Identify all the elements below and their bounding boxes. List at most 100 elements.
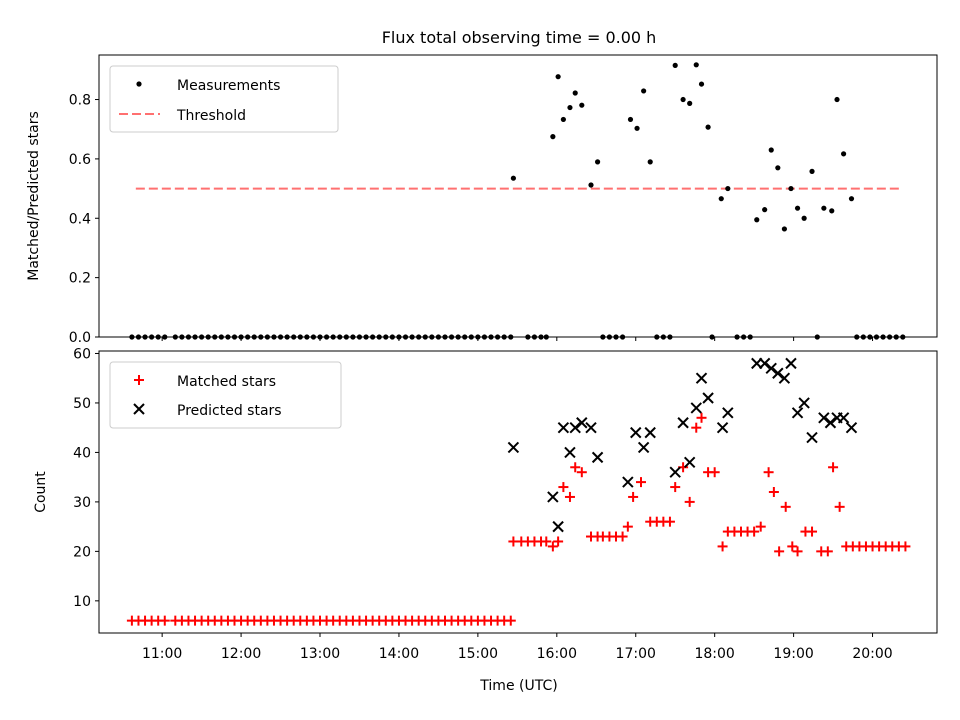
matched-star-point <box>617 531 628 542</box>
measurement-point <box>788 185 794 192</box>
x-axis-label: Time (UTC) <box>479 678 557 694</box>
predicted-star-point <box>837 412 850 424</box>
ratio-legend-box <box>109 65 339 133</box>
legend-matched-marker <box>134 375 144 385</box>
ratio-y-tick-label: 0.2 <box>69 271 91 287</box>
ratio-plot-frame <box>98 54 938 338</box>
ratio-y-tick-label: 0.8 <box>69 93 91 109</box>
measurement-point <box>693 62 699 68</box>
count-y-tick-label: 60 <box>73 346 91 362</box>
predicted-star-point <box>798 397 810 409</box>
measurement-point <box>594 159 601 165</box>
x-tick-label: 19:00 <box>773 646 813 662</box>
legend-predicted-label: Predicted stars <box>177 403 282 419</box>
measurement-point <box>672 62 678 68</box>
x-tick-label: 13:00 <box>300 646 340 662</box>
predicted-star-point <box>818 412 830 424</box>
predicted-star-point <box>702 392 714 404</box>
count-x-ticks: 11:00 12:00 13:00 14:00 15:00 16:00 17:00 18:00… <box>142 633 893 662</box>
legend-plus-glyph <box>134 375 144 385</box>
count-y-axis-label: Count <box>33 471 49 513</box>
measurement-point <box>834 96 840 103</box>
measurement-point <box>821 205 827 211</box>
measurement-point <box>647 159 653 165</box>
measurement-point <box>801 215 807 221</box>
predicted-star-point <box>806 431 818 444</box>
predicted-star-point <box>669 466 681 478</box>
ratio-panel: 0.00.20.40.60.8 Matched/Predicted stars … <box>26 54 938 346</box>
measurement-point <box>781 226 787 232</box>
measurement-point <box>680 96 686 103</box>
matched-star-point <box>768 487 779 497</box>
ratio-x-ticks <box>161 337 874 341</box>
x-tick-label: 15:00 <box>458 646 498 662</box>
matched-star-point <box>636 477 647 488</box>
measurement-point <box>794 205 801 211</box>
chart-title: Flux total observing time = 0.00 h <box>382 28 657 47</box>
matched-star-point <box>696 412 707 423</box>
predicted-star-point <box>644 426 656 439</box>
measurement-point <box>567 104 573 111</box>
matched-star-point <box>558 482 569 493</box>
predicted-star-point <box>791 407 804 419</box>
measurement-point <box>560 116 566 123</box>
x-tick-label: 16:00 <box>537 646 577 662</box>
predicted-star-point <box>758 357 771 370</box>
ratio-y-tick-label: 0.4 <box>69 211 91 227</box>
count-y-tick-label: 40 <box>73 445 91 461</box>
matched-star-point <box>691 422 702 433</box>
measurement-point <box>809 168 815 174</box>
predicted-star-point <box>677 417 689 429</box>
predicted-star-point <box>778 372 791 384</box>
matched-star-point <box>622 521 633 532</box>
legend-threshold-label: Threshold <box>176 108 246 124</box>
count-points <box>126 357 911 626</box>
count-plot-frame <box>98 350 938 634</box>
matched-star-point <box>628 491 639 502</box>
ratio-y-tick-label: 0.6 <box>69 152 91 168</box>
matched-star-point <box>564 491 575 502</box>
measurement-point <box>698 81 705 87</box>
ratio-legend: Measurements Threshold <box>109 65 339 133</box>
measurement-point <box>641 88 647 94</box>
legend-measurements-marker <box>136 81 142 87</box>
count-y-tick-label: 30 <box>73 495 91 511</box>
count-legend-box <box>109 361 342 429</box>
matched-star-point <box>822 546 833 557</box>
measurement-point <box>775 165 781 171</box>
predicted-star-point <box>564 446 576 459</box>
matched-star-point <box>541 536 552 547</box>
measurement-points <box>129 62 906 340</box>
measurement-point <box>848 196 855 202</box>
matched-star-point <box>709 467 720 478</box>
x-tick-label: 20:00 <box>852 646 892 662</box>
predicted-star-point <box>630 426 642 439</box>
measurement-point <box>754 217 760 223</box>
x-tick-label: 17:00 <box>616 646 656 662</box>
measurement-point <box>627 116 634 123</box>
predicted-star-point <box>576 417 588 429</box>
measurement-point <box>687 100 693 106</box>
matched-star-point <box>792 546 803 557</box>
predicted-star-point <box>591 451 604 464</box>
matched-star-point <box>684 496 695 507</box>
predicted-star-point <box>585 421 597 434</box>
measurement-point <box>579 102 585 108</box>
matched-star-point <box>834 501 845 512</box>
matched-star-point <box>717 541 728 552</box>
matched-star-point <box>828 462 839 473</box>
predicted-star-point <box>722 407 734 419</box>
matched-star-point <box>787 541 798 552</box>
matched-star-point <box>670 482 681 493</box>
count-y-tick-label: 50 <box>73 396 91 412</box>
predicted-star-point <box>785 357 797 370</box>
matched-star-point <box>664 516 675 527</box>
matched-star-point <box>807 526 818 537</box>
matched-star-point <box>505 615 516 626</box>
x-tick-label: 14:00 <box>379 646 419 662</box>
measurement-point <box>840 151 847 157</box>
predicted-star-point <box>557 421 570 434</box>
ratio-y-ticks: 0.0 0.2 0.4 0.6 0.8 <box>69 93 99 346</box>
measurement-point <box>718 196 724 202</box>
predicted-star-point <box>765 362 777 375</box>
